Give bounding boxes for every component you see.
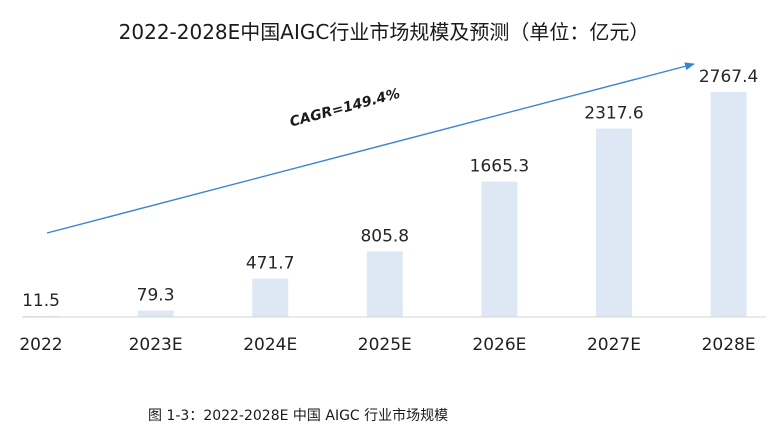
bar-2024E: [252, 278, 289, 317]
x-tick-label-2028E: 2028E: [702, 335, 756, 355]
bars-layer: [23, 92, 747, 317]
bar-2026E: [481, 181, 518, 317]
value-label-2027E: 2317.6: [584, 104, 643, 124]
value-labels-layer: 11.5 79.3 471.7 805.8 1665.3 2317.6 2767.4: [22, 67, 758, 311]
value-label-2028E: 2767.4: [699, 67, 758, 87]
value-label-2025E: 805.8: [360, 227, 409, 247]
cagr-trend-arrow: [46, 62, 695, 234]
x-tick-label-2024E: 2024E: [243, 335, 297, 355]
value-label-2022: 11.5: [22, 291, 60, 311]
value-label-2023E: 79.3: [137, 286, 175, 306]
bar-2028E: [710, 92, 747, 317]
bar-2025E: [366, 251, 403, 317]
tick-labels-layer: 2022 2023E 2024E 2025E 2026E 2027E 2028E: [19, 335, 755, 355]
value-label-2024E: 471.7: [246, 254, 295, 274]
cagr-annotation: CAGR=149.4%: [288, 86, 402, 131]
x-tick-label-2025E: 2025E: [358, 335, 412, 355]
x-tick-label-2027E: 2027E: [587, 335, 641, 355]
figure-caption: 图 1-3：2022-2028E 中国 AIGC 行业市场规模: [148, 407, 448, 424]
x-tick-label-2022: 2022: [19, 335, 62, 355]
chart-title: 2022-2028E中国AIGC行业市场规模及预测（单位：亿元）: [119, 20, 650, 44]
bar-2027E: [596, 128, 632, 317]
x-tick-label-2026E: 2026E: [472, 335, 526, 355]
value-label-2026E: 1665.3: [470, 157, 529, 177]
x-tick-label-2023E: 2023E: [129, 335, 183, 355]
bar-2023E: [137, 310, 174, 317]
